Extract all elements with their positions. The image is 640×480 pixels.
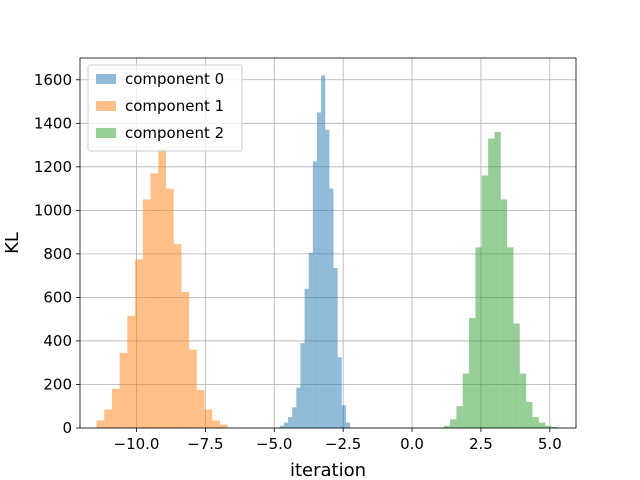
- histogram-bar: [279, 425, 284, 428]
- histogram-bar: [475, 247, 482, 428]
- histogram-bar: [204, 409, 213, 428]
- y-tick-label: 600: [43, 288, 72, 306]
- histogram-bar: [481, 175, 489, 428]
- histogram-bar: [104, 409, 112, 428]
- legend-swatch: [96, 128, 116, 138]
- histogram-bar: [189, 349, 197, 428]
- plot-frame: [79, 57, 577, 429]
- histogram-bar: [532, 417, 539, 428]
- y-tick-label: 800: [43, 245, 72, 263]
- histogram-bar: [507, 247, 514, 428]
- histogram-bar: [538, 422, 546, 428]
- histogram-bar: [219, 424, 228, 428]
- histogram-bar: [469, 318, 476, 428]
- histogram-bar: [304, 288, 309, 428]
- x-tick-label: −5.0: [256, 435, 292, 453]
- histogram-bar: [135, 259, 143, 428]
- histogram-bar: [325, 129, 330, 428]
- legend-label: component 0: [125, 70, 224, 88]
- legend-swatch: [96, 74, 116, 84]
- x-tick-label: −10.0: [114, 435, 160, 453]
- histogram-bar: [462, 373, 470, 428]
- histogram-bar: [283, 422, 289, 428]
- histogram-bar: [158, 149, 166, 429]
- series-2-bars: [443, 132, 558, 428]
- series-0-bars: [279, 75, 351, 428]
- x-tick-label: −2.5: [325, 435, 361, 453]
- histogram-bar: [500, 199, 508, 428]
- histogram-bar: [150, 173, 159, 428]
- x-tick-label: 5.0: [538, 435, 562, 453]
- histogram-bar: [329, 188, 334, 428]
- histogram-bar: [196, 389, 205, 428]
- y-tick-label: 1000: [34, 201, 72, 219]
- histogram-bar: [181, 291, 190, 428]
- histogram-bar: [142, 199, 151, 428]
- histogram-bar: [308, 252, 313, 428]
- legend: component 0 component 1 component 2: [87, 64, 243, 152]
- x-tick-label: −7.5: [187, 435, 223, 453]
- x-tick-label: 2.5: [469, 435, 493, 453]
- histogram-bar: [316, 112, 322, 428]
- histogram-bar: [127, 315, 136, 428]
- histogram-bar: [296, 387, 301, 428]
- histogram-bar: [526, 401, 533, 428]
- y-tick-label: 1200: [34, 158, 72, 176]
- histogram-bar: [337, 357, 342, 428]
- histogram-bar: [513, 323, 520, 428]
- histogram-bar: [292, 407, 297, 428]
- y-tick-label: 400: [43, 332, 72, 350]
- histogram-bar: [488, 138, 495, 428]
- histogram-bar: [551, 426, 558, 428]
- histogram-bar: [119, 352, 128, 428]
- histogram-bar: [321, 75, 326, 428]
- histogram-bar: [341, 405, 346, 428]
- histogram-bar: [300, 343, 305, 428]
- y-tick-label: 1600: [34, 71, 72, 89]
- histogram-bar: [333, 268, 338, 428]
- y-tick-label: 200: [43, 375, 72, 393]
- histogram-bar: [111, 388, 120, 428]
- x-axis-ticks: −10.0 −7.5 −5.0 −2.5 0.0 2.5 5.0: [114, 428, 562, 453]
- histogram-bar: [96, 420, 105, 428]
- y-tick-label: 0: [62, 419, 72, 437]
- legend-label: component 1: [125, 97, 224, 115]
- histogram-bars: [96, 75, 558, 429]
- legend-swatch: [96, 101, 116, 111]
- x-tick-label: 0.0: [400, 435, 424, 453]
- y-axis-ticks: 0 200 400 600 800 1000 1200 1400 1600: [34, 71, 80, 437]
- histogram-bar: [312, 161, 317, 428]
- histogram-bar: [456, 406, 463, 428]
- histogram-bar: [212, 420, 220, 428]
- histogram-bar: [288, 417, 293, 428]
- histogram-bar: [519, 373, 527, 428]
- histogram-bar: [443, 425, 451, 428]
- histogram-bar: [545, 425, 552, 428]
- series-1-bars: [96, 149, 228, 429]
- histogram-bar: [173, 244, 182, 428]
- legend-box: [87, 64, 243, 152]
- histogram-bar: [345, 422, 351, 428]
- y-tick-label: 1400: [34, 114, 72, 132]
- histogram-bar: [165, 188, 174, 428]
- legend-entries: component 0 component 1 component 2: [96, 70, 224, 142]
- legend-label: component 2: [125, 124, 224, 142]
- histogram-bar: [450, 419, 457, 428]
- histogram-bar: [494, 132, 501, 428]
- x-axis-label: iteration: [290, 460, 366, 480]
- y-axis-label: KL: [2, 232, 23, 254]
